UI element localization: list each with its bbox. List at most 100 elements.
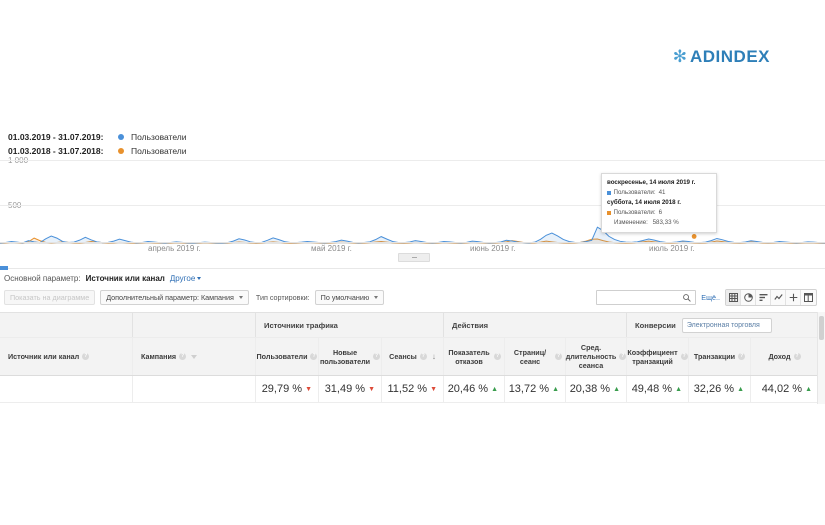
column-header[interactable]: Новые пользователи? (318, 338, 381, 375)
tooltip-previous-swatch (607, 211, 611, 215)
primary-dimension-active[interactable]: Источник или канал (85, 273, 165, 283)
table-cell: 11,52 % ▼ (381, 376, 443, 402)
table-controls: Показать на диаграмме Дополнительный пар… (0, 287, 825, 310)
column-header-label: Новые пользователи (319, 347, 371, 366)
legend-metric-label: Пользователи (131, 132, 187, 142)
column-header-label: Сеансы (389, 352, 417, 361)
x-axis-tick: май 2019 г. (311, 244, 352, 253)
column-header-label: Страниц/сеанс (513, 347, 547, 366)
search-box[interactable] (596, 290, 697, 310)
table-scrollbar[interactable] (817, 312, 825, 404)
plot-rows-button[interactable]: Показать на диаграмме (4, 290, 96, 305)
primary-dimension-other[interactable]: Другое (170, 274, 202, 283)
tooltip-change-label: Изменение: (614, 219, 648, 227)
conversion-goal-select[interactable]: Электронная торговля (681, 317, 772, 333)
sort-descending-icon[interactable]: ↓ (431, 351, 436, 361)
pivot-view-icon[interactable] (801, 290, 816, 305)
sort-type-select[interactable]: По умолчанию (314, 290, 385, 305)
secondary-dimension-button[interactable]: Дополнительный параметр: Кампания (100, 290, 249, 305)
trend-down-icon: ▼ (368, 385, 375, 393)
more-link[interactable]: Ещё.. (701, 293, 720, 302)
table-view-icon[interactable] (726, 290, 741, 305)
term-cloud-icon[interactable] (786, 290, 801, 305)
adindex-logo: ✻ ADINDEX (673, 48, 770, 65)
table-row[interactable]: 29,79 % ▼ 31,49 % ▼ 11,52 % ▼ 20,46 % ▲ 13,72 % ▲… (0, 376, 825, 403)
column-header[interactable]: Страниц/сеанс? (504, 338, 565, 375)
info-icon[interactable]: ? (82, 353, 90, 360)
column-header[interactable]: Пользователи? (255, 338, 318, 375)
legend-color-dot (118, 148, 124, 154)
table-group-header: Источники трафика (255, 313, 443, 337)
primary-dimension-title: Основной параметр: (4, 273, 81, 283)
legend-date-range: 01.03.2018 - 31.07.2018: (8, 146, 104, 156)
info-icon[interactable]: ? (419, 353, 427, 360)
report-table: Источники трафика Действия Конверсии Электр… (0, 312, 825, 403)
cell-value: 49,48 % (631, 383, 673, 395)
info-icon[interactable]: ? (555, 353, 562, 360)
table-group-header: Действия (443, 313, 626, 337)
cell-value: 11,52 % (387, 383, 428, 395)
table-cell: 31,49 % ▼ (318, 376, 381, 402)
table-group-header: Конверсии Электронная торговля (626, 313, 818, 337)
tooltip-current-metric: Пользователи: 41 (607, 188, 711, 198)
info-icon[interactable]: ? (494, 353, 501, 360)
active-tab-indicator (0, 266, 8, 270)
trend-up-icon: ▲ (737, 385, 744, 393)
tooltip-current-date: воскресенье, 14 июля 2019 г. (607, 179, 696, 186)
table-cell: 44,02 % ▲ (750, 376, 818, 402)
group-header-label: Конверсии (635, 320, 676, 330)
table-group-header (132, 313, 255, 337)
table-cell: 13,72 % ▲ (504, 376, 565, 402)
search-input[interactable] (597, 295, 682, 310)
chart-legend: 01.03.2019 - 31.07.2019: Пользователи 01… (8, 131, 186, 159)
column-header[interactable]: Сред. длительность сеанса? (565, 338, 627, 375)
column-header[interactable]: Транзакции? (688, 338, 750, 375)
info-icon[interactable]: ? (793, 353, 801, 360)
info-icon[interactable]: ? (373, 353, 381, 360)
column-header[interactable]: Источник или канал? (0, 338, 132, 375)
x-axis-tick: апрель 2019 г. (148, 244, 201, 253)
column-header[interactable]: Сеансы? ↓ (381, 338, 443, 375)
chevron-down-icon (374, 296, 379, 299)
info-icon[interactable]: ? (179, 353, 187, 360)
cell-value: 32,26 % (693, 383, 735, 395)
column-header-label: Сред. длительность сеанса (565, 343, 617, 370)
info-icon[interactable]: ? (680, 353, 688, 360)
chevron-down-icon[interactable] (191, 354, 198, 359)
column-header-label: Кампания (141, 352, 177, 361)
column-header[interactable]: Доход? (750, 338, 818, 375)
table-cell: 20,46 % ▲ (443, 376, 504, 402)
trend-up-icon: ▲ (805, 385, 812, 393)
column-header[interactable]: Коэффициент транзакций? (626, 338, 688, 375)
tooltip-previous-metric: Пользователи: 6 (607, 208, 711, 218)
performance-view-icon[interactable] (756, 290, 771, 305)
column-header[interactable]: Показатель отказов? (443, 338, 504, 375)
primary-dimension-bar: Основной параметр: Источник или канал Др… (0, 266, 825, 287)
table-scrollbar-thumb[interactable] (819, 316, 824, 340)
table-column-header-row: Источник или канал? Кампания? Пользователи… (0, 338, 825, 376)
column-header[interactable]: Кампания? (132, 338, 255, 375)
chart-axis-line (0, 242, 825, 243)
info-icon[interactable]: ? (310, 353, 318, 360)
trend-down-icon: ▼ (305, 385, 312, 393)
table-group-header (0, 313, 132, 337)
asterisk-icon: ✻ (672, 47, 687, 66)
percent-view-icon[interactable] (741, 290, 756, 305)
tooltip-previous-value: 6 (658, 209, 663, 217)
info-icon[interactable]: ? (619, 353, 627, 360)
search-icon[interactable] (682, 293, 692, 303)
group-header-label: Действия (452, 320, 489, 330)
chart-x-axis-labels: апрель 2019 г. май 2019 г. июнь 2019 г. июл… (0, 244, 825, 256)
table-cell: 29,79 % ▼ (255, 376, 318, 402)
logo-wordmark: ADINDEX (689, 47, 770, 66)
info-icon[interactable]: ? (738, 353, 746, 360)
column-header-label: Пользователи (256, 352, 308, 361)
table-cell: 49,48 % ▲ (626, 376, 688, 402)
chart-scroll-handle[interactable] (398, 253, 430, 262)
table-cell (132, 376, 255, 402)
gridline (0, 160, 825, 161)
view-mode-icon-group (725, 289, 817, 306)
table-cell: 20,38 % ▲ (565, 376, 626, 402)
tooltip-current-swatch (607, 191, 611, 195)
comparison-view-icon[interactable] (771, 290, 786, 305)
